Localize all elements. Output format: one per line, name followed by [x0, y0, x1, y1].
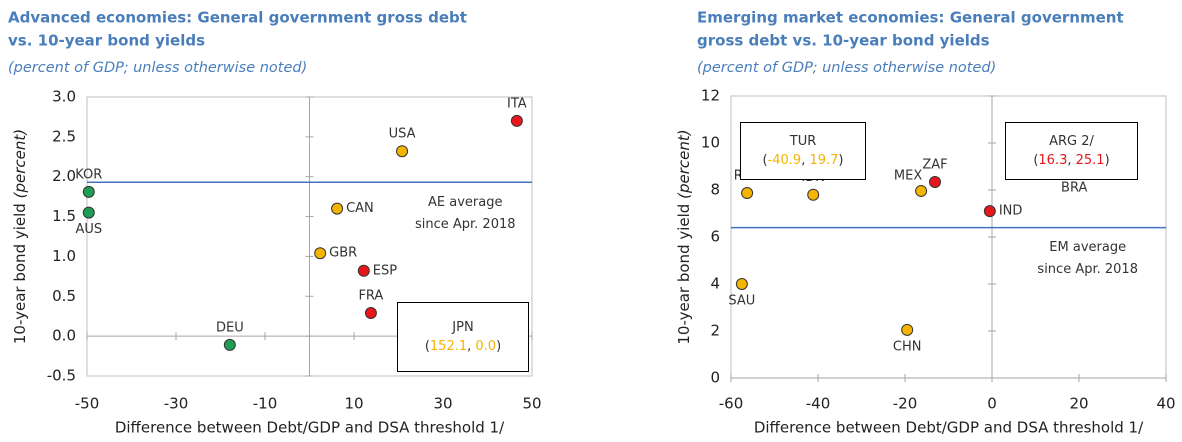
outlier-values: -40.919.7 [741, 153, 865, 168]
outlier-box: JPN 152.10.0 [397, 302, 529, 372]
data-point [983, 205, 996, 218]
y-tick-label: 8 [710, 181, 720, 199]
data-point [82, 185, 95, 198]
x-tick-label: -60 [719, 395, 744, 413]
chart-title: gross debt vs. 10-year bond yields [697, 32, 990, 50]
point-label: CAN [346, 201, 374, 216]
point-label: AUS [75, 222, 102, 237]
y-axis-title-main: 10-year bond yield [675, 204, 693, 345]
outlier-y: 0.0 [475, 339, 501, 354]
outlier-values: 152.10.0 [398, 339, 528, 354]
data-point [510, 114, 523, 127]
point-label: IND [999, 204, 1023, 219]
y-tick-label: 12 [701, 87, 720, 105]
outlier-label: JPN [452, 320, 474, 335]
x-tick-label: 0 [987, 395, 997, 413]
reference-label: since Apr. 2018 [415, 217, 516, 232]
reference-label: EM average [1049, 240, 1126, 255]
x-tick-label: -40 [806, 395, 831, 413]
y-tick-label: 0 [710, 369, 720, 387]
outlier-box: ARG 2/16.325.1 [1005, 122, 1138, 180]
x-axis-title: Difference between Debt/GDP and DSA thre… [754, 419, 1144, 437]
x-tick-label: 20 [1069, 395, 1088, 413]
data-point [741, 187, 754, 200]
point-label: FRA [358, 289, 383, 304]
data-point [364, 307, 377, 320]
x-tick-label: -30 [164, 395, 189, 413]
outlier-values: 16.325.1 [1006, 153, 1137, 168]
reference-label: since Apr. 2018 [1037, 262, 1138, 277]
data-point [331, 202, 344, 215]
x-tick-label: -20 [893, 395, 918, 413]
chart-subtitle: (percent of GDP; unless otherwise noted) [8, 60, 307, 76]
x-tick-label: 50 [522, 395, 541, 413]
y-tick-label: 2.5 [52, 127, 76, 145]
y-tick-label: 10 [701, 134, 720, 152]
outlier-y: 19.7 [809, 153, 843, 168]
point-label: CHN [893, 339, 922, 354]
outlier-label: TUR [789, 134, 817, 149]
point-label: BRA [1061, 181, 1087, 196]
outlier-label: ARG 2/ [1049, 134, 1094, 149]
point-label: ZAF [922, 158, 947, 173]
x-tick-label: -50 [75, 395, 100, 413]
outlier-box: TUR -40.919.7 [740, 122, 866, 180]
point-label: USA [389, 127, 416, 142]
y-axis-title: 10-year bond yield (percent) [675, 129, 693, 344]
y-axis-title-unit: (percent) [675, 129, 693, 199]
y-tick-label: 2.0 [52, 167, 76, 185]
x-tick-label: 10 [344, 395, 363, 413]
x-tick-label: 30 [433, 395, 452, 413]
data-point [929, 176, 942, 189]
data-point [357, 264, 370, 277]
y-tick-label: 1.0 [52, 247, 76, 265]
x-tick-label: 40 [1156, 395, 1175, 413]
point-label: SAU [728, 294, 755, 309]
outlier-x: 16.3 [1033, 153, 1075, 168]
x-tick-label: -10 [253, 395, 278, 413]
chart-title: vs. 10-year bond yields [8, 32, 205, 50]
y-tick-label: 4 [710, 275, 720, 293]
chart-title: Advanced economies: General government g… [8, 9, 467, 27]
point-label: MEX [894, 168, 922, 183]
data-point [314, 247, 327, 260]
data-point [396, 145, 409, 158]
point-label: GBR [329, 246, 357, 261]
y-tick-label: 1.5 [52, 207, 76, 225]
data-point [915, 184, 928, 197]
data-point [82, 206, 95, 219]
outlier-y: 25.1 [1076, 153, 1110, 168]
outlier-x: -40.9 [762, 153, 809, 168]
y-tick-label: 2 [710, 322, 720, 340]
y-tick-label: 0.5 [52, 287, 76, 305]
y-tick-label: -0.5 [47, 367, 76, 385]
data-point [735, 278, 748, 290]
point-label: KOR [75, 167, 102, 182]
outlier-x: 152.1 [425, 339, 476, 354]
point-label: ESP [373, 263, 397, 278]
data-point [807, 188, 820, 201]
chart-subtitle: (percent of GDP; unless otherwise noted) [697, 60, 996, 76]
chart-title: Emerging market economies: General gover… [697, 9, 1124, 27]
data-point [223, 338, 236, 351]
point-label: ITA [507, 96, 527, 111]
y-axis-title-unit: (percent) [11, 129, 29, 199]
x-axis-title: Difference between Debt/GDP and DSA thre… [115, 419, 505, 437]
y-tick-label: 6 [710, 228, 720, 246]
y-axis-title-main: 10-year bond yield [11, 203, 29, 344]
y-tick-label: 3.0 [52, 88, 76, 106]
reference-label: AE average [428, 195, 502, 210]
data-point [901, 323, 914, 336]
point-label: DEU [216, 320, 244, 335]
y-tick-label: 0.0 [52, 327, 76, 345]
y-axis-title: 10-year bond yield (percent) [11, 129, 29, 344]
